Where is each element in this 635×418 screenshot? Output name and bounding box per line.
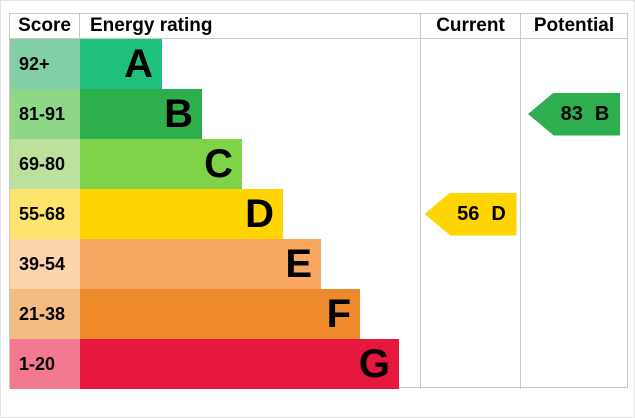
score-cell-d: 55-68 [10, 189, 80, 239]
band-row-d: 55-68 D 56 D [10, 189, 627, 239]
potential-cell [521, 39, 627, 89]
current-cell [421, 139, 521, 189]
band-row-b: 81-91 B 83 B [10, 89, 627, 139]
rating-bar-d: D [80, 189, 283, 239]
potential-letter: B [594, 102, 610, 125]
potential-cell [521, 289, 627, 339]
potential-cell [521, 189, 627, 239]
band-row-a: 92+ A [10, 39, 627, 89]
bar-zone: D [80, 189, 421, 239]
rating-letter-f: F [326, 292, 351, 336]
score-cell-e: 39-54 [10, 239, 80, 289]
band-row-g: 1-20 G [10, 339, 627, 389]
potential-cell [521, 139, 627, 189]
header-current: Current [421, 14, 521, 38]
score-cell-a: 92+ [10, 39, 80, 89]
header-potential: Potential [533, 15, 615, 36]
potential-rating-arrow: 83 B [528, 92, 620, 136]
bar-zone: B [80, 89, 421, 139]
score-cell-g: 1-20 [10, 339, 80, 389]
bar-zone: C [80, 139, 421, 189]
potential-cell: 83 B [521, 89, 627, 139]
bar-zone: E [80, 239, 421, 289]
rating-bar-e: E [80, 239, 321, 289]
header-score: Score [10, 14, 80, 38]
rating-bar-c: C [80, 139, 242, 189]
rating-bar-a: A [80, 39, 162, 89]
rating-letter-a: A [124, 42, 153, 86]
band-row-c: 69-80 C [10, 139, 627, 189]
rating-letter-g: G [358, 342, 390, 386]
rating-letter-b: B [164, 92, 193, 136]
potential-cell [521, 339, 627, 389]
score-cell-f: 21-38 [10, 289, 80, 339]
score-cell-c: 69-80 [10, 139, 80, 189]
rating-bar-f: F [80, 289, 360, 339]
header-energy-rating: Energy rating [80, 14, 421, 38]
current-cell [421, 289, 521, 339]
header-row: Score Energy rating Current Potential [10, 14, 627, 39]
current-cell [421, 339, 521, 389]
current-cell: 56 D [421, 189, 521, 239]
current-letter: D [491, 202, 506, 225]
potential-value: 83 [560, 102, 583, 125]
band-row-e: 39-54 E [10, 239, 627, 289]
rating-letter-c: C [204, 142, 233, 186]
current-rating-arrow: 56 D [424, 192, 517, 236]
current-cell [421, 239, 521, 289]
current-cell [421, 39, 521, 89]
bar-zone: G [80, 339, 421, 389]
rating-bar-b: B [80, 89, 202, 139]
current-cell [421, 89, 521, 139]
bar-zone: F [80, 289, 421, 339]
potential-cell [521, 239, 627, 289]
score-cell-b: 81-91 [10, 89, 80, 139]
epc-table: Score Energy rating Current Potential 92… [9, 13, 628, 389]
rating-bar-g: G [80, 339, 399, 389]
rating-letter-e: E [285, 242, 312, 286]
rating-letter-d: D [245, 192, 274, 236]
bar-zone: A [80, 39, 421, 89]
band-row-f: 21-38 F [10, 289, 627, 339]
current-value: 56 [457, 202, 480, 225]
